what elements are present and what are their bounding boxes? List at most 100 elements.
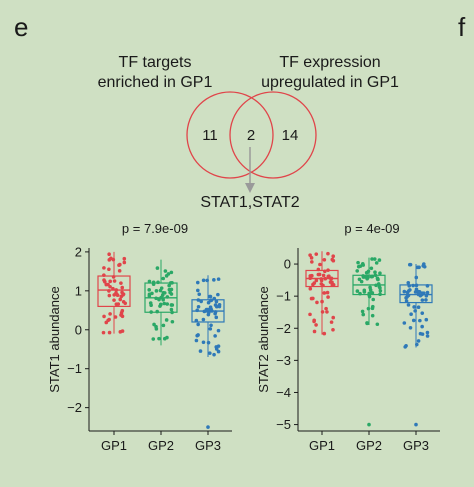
- data-point: [323, 276, 328, 281]
- data-point: [376, 282, 381, 286]
- panel-letter-f: f: [458, 12, 466, 42]
- venn-right-label-line2: upregulated in GP1: [261, 74, 399, 91]
- y-tick-label: −5: [276, 417, 291, 432]
- data-point: [102, 273, 106, 277]
- data-point: [170, 310, 174, 315]
- data-point: [375, 276, 380, 280]
- data-point: [151, 337, 156, 341]
- data-point: [197, 292, 202, 297]
- venn-left-label: TF targets enriched in GP1: [80, 53, 230, 93]
- data-point: [362, 290, 367, 294]
- data-point: [161, 297, 165, 302]
- outlier-point: [414, 422, 418, 427]
- data-point: [120, 285, 125, 290]
- data-point: [108, 279, 112, 284]
- data-point: [378, 289, 383, 293]
- data-point: [409, 312, 413, 316]
- data-point: [408, 288, 412, 292]
- data-point: [314, 252, 319, 256]
- venn-result-label: STAT1,STAT2: [200, 194, 300, 211]
- data-point: [208, 305, 213, 310]
- x-tick-label: GP1: [309, 438, 335, 453]
- data-point: [170, 303, 175, 307]
- outlier-point: [367, 422, 371, 427]
- data-point: [325, 310, 329, 314]
- data-point: [112, 298, 116, 302]
- data-point: [169, 270, 174, 275]
- data-point: [402, 321, 407, 325]
- data-point: [425, 284, 430, 288]
- data-point: [312, 319, 316, 324]
- data-point: [321, 273, 326, 278]
- data-point: [107, 293, 112, 298]
- data-point: [147, 279, 152, 284]
- data-point: [374, 261, 379, 265]
- data-point: [312, 281, 317, 285]
- data-point: [209, 298, 214, 303]
- data-point: [417, 265, 421, 270]
- data-point: [406, 280, 411, 285]
- venn-right-label: TF expression upregulated in GP1: [250, 53, 410, 93]
- data-point: [316, 272, 321, 277]
- data-point: [198, 349, 203, 353]
- data-point: [417, 289, 422, 294]
- data-point: [157, 336, 161, 341]
- data-point: [166, 272, 171, 276]
- data-point: [147, 288, 151, 292]
- venn-overlap-count: 2: [247, 127, 255, 144]
- data-point: [147, 294, 152, 298]
- data-point: [326, 268, 330, 272]
- data-point: [149, 310, 153, 314]
- data-point: [325, 290, 330, 295]
- data-point: [375, 322, 380, 327]
- data-point: [355, 269, 360, 273]
- data-point: [324, 306, 328, 311]
- data-point: [378, 292, 382, 296]
- y-tick-label: 1: [75, 283, 82, 298]
- data-point: [372, 257, 377, 261]
- data-point: [424, 298, 428, 302]
- data-point: [360, 309, 365, 314]
- data-point: [326, 295, 330, 299]
- data-point: [373, 270, 377, 275]
- data-point: [216, 344, 221, 348]
- data-point: [164, 318, 169, 322]
- data-point: [206, 307, 210, 312]
- data-point: [108, 284, 112, 289]
- data-point: [308, 312, 312, 317]
- data-point: [216, 277, 221, 281]
- stat1-pvalue: p = 7.9e-09: [121, 221, 189, 236]
- panel-letter-e: e: [14, 12, 29, 42]
- data-point: [378, 271, 382, 276]
- data-point: [213, 310, 218, 314]
- data-point: [199, 299, 203, 304]
- venn-left-label-line1: TF targets: [118, 54, 192, 71]
- data-point: [206, 312, 211, 317]
- data-point: [366, 275, 370, 280]
- y-axis-label: STAT2 abundance: [256, 286, 271, 392]
- data-point: [361, 312, 366, 317]
- data-point: [331, 283, 336, 287]
- data-point: [418, 318, 422, 323]
- data-point: [373, 273, 378, 278]
- data-point: [117, 263, 121, 268]
- data-point: [205, 278, 209, 283]
- data-point: [371, 297, 376, 302]
- data-point: [408, 325, 413, 330]
- data-point: [412, 305, 416, 309]
- data-point: [420, 311, 425, 315]
- venn-diagram: 11 2 14: [186, 91, 317, 193]
- data-point: [378, 286, 382, 290]
- venn-left-label-line2: enriched in GP1: [97, 74, 213, 91]
- data-point: [162, 301, 167, 306]
- data-point: [122, 260, 127, 265]
- data-point: [165, 302, 170, 306]
- data-point: [114, 288, 119, 292]
- data-point: [169, 307, 174, 312]
- stat1-boxplot: 2 1 0 −1 −2 STAT1 abundance GP1 GP2 GP3: [47, 244, 232, 453]
- data-point: [322, 291, 327, 295]
- data-point: [209, 323, 213, 328]
- data-point: [111, 275, 116, 279]
- data-point: [331, 315, 336, 320]
- data-point: [318, 262, 322, 267]
